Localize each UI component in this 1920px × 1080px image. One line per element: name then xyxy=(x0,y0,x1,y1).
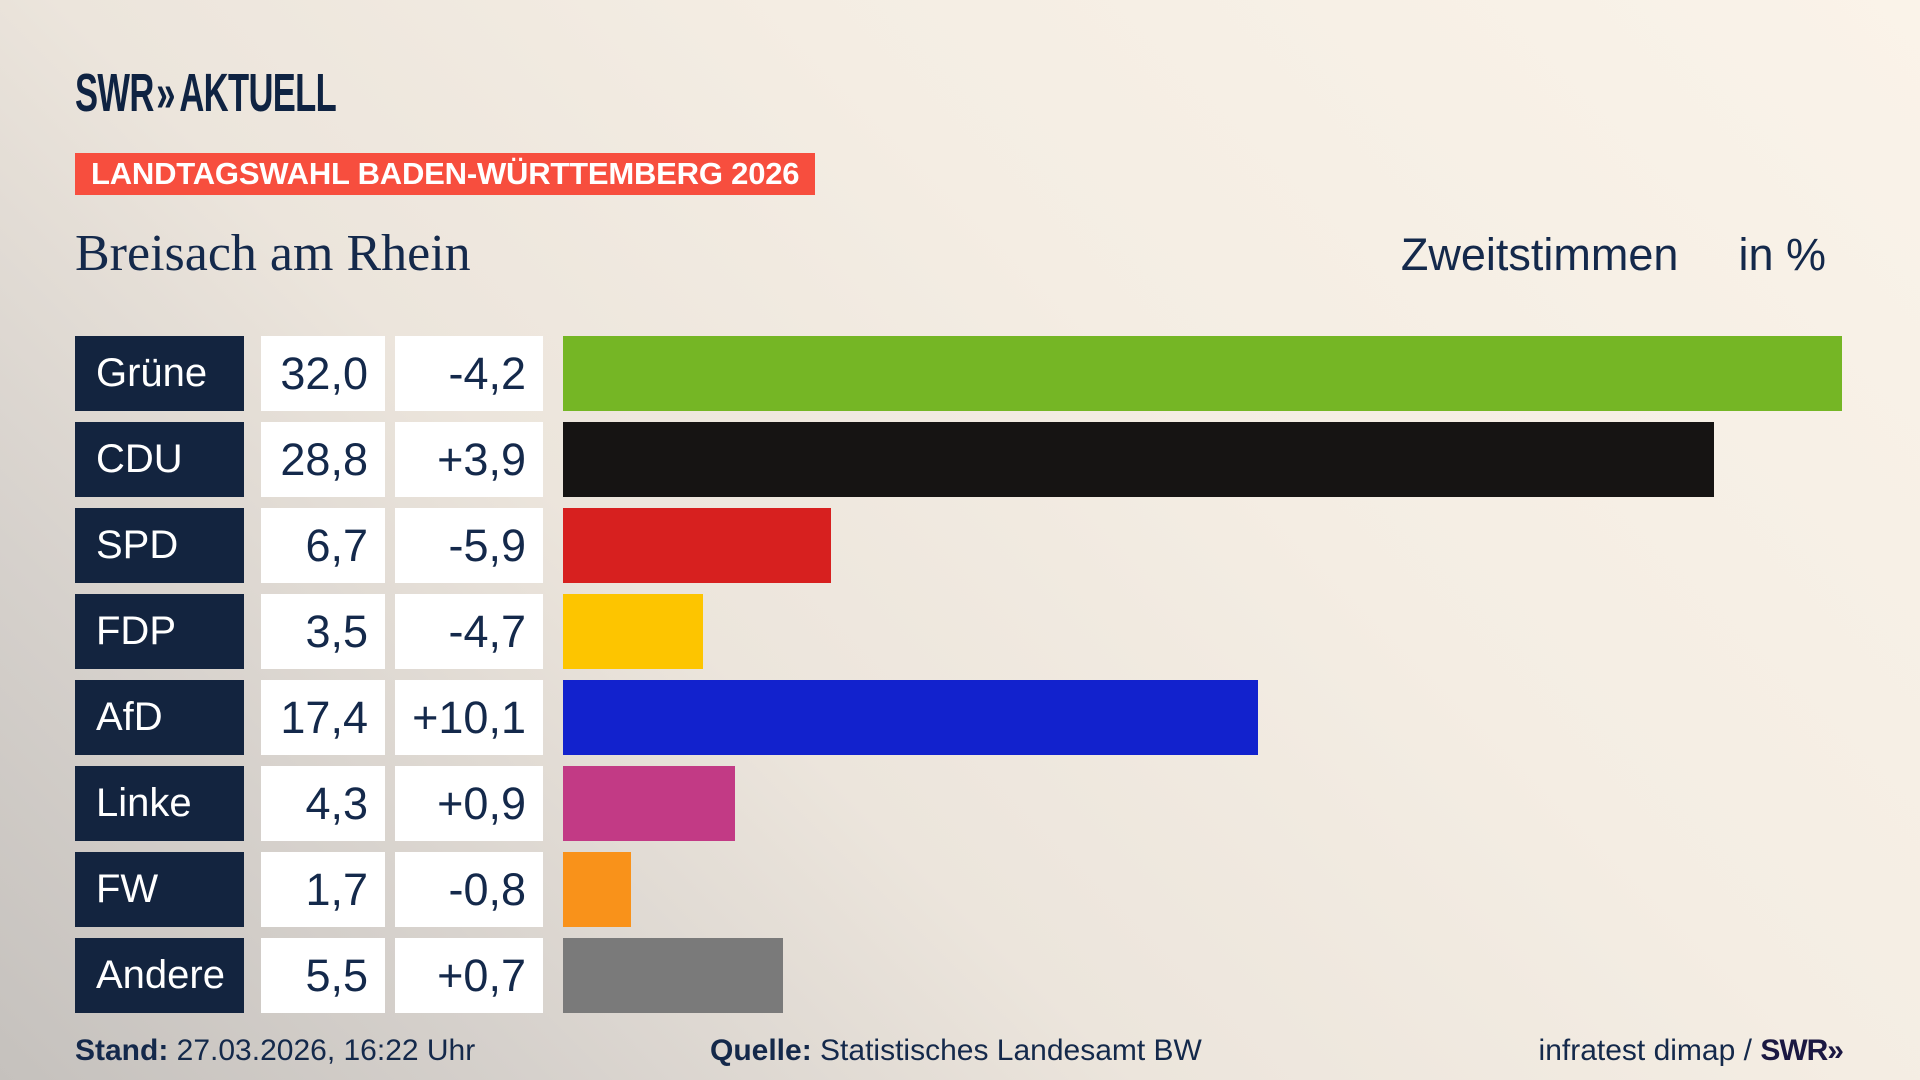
bar-track xyxy=(563,852,1842,927)
party-label-box: SPD xyxy=(75,508,244,583)
party-value: 28,8 xyxy=(261,422,385,497)
party-change: +3,9 xyxy=(395,422,543,497)
swr-logo-text: SWR xyxy=(75,63,154,123)
party-bar xyxy=(563,852,631,927)
party-value: 1,7 xyxy=(261,852,385,927)
party-value: 6,7 xyxy=(261,508,385,583)
party-change: +10,1 xyxy=(395,680,543,755)
party-label: Andere xyxy=(96,953,225,997)
credit-text: infratest dimap / xyxy=(1538,1034,1752,1067)
party-label: SPD xyxy=(96,523,179,567)
party-bar xyxy=(563,938,783,1013)
party-label: Linke xyxy=(96,781,192,825)
party-bar xyxy=(563,680,1259,755)
measure-label: Zweitstimmen xyxy=(1400,229,1679,280)
footer-credit: infratest dimap / SWR» xyxy=(1538,1034,1844,1068)
party-change: -5,9 xyxy=(395,508,543,583)
party-change: -4,7 xyxy=(395,594,543,669)
source-value: Statistisches Landesamt BW xyxy=(820,1034,1202,1067)
party-row: CDU 28,8 +3,9 xyxy=(75,422,1842,497)
party-value: 4,3 xyxy=(261,766,385,841)
party-bar xyxy=(563,766,735,841)
party-row: FDP 3,5 -4,7 xyxy=(75,594,1842,669)
party-row: AfD 17,4 +10,1 xyxy=(75,680,1842,755)
double-chevron-icon: » xyxy=(156,63,175,123)
party-bar xyxy=(563,422,1715,497)
party-label: CDU xyxy=(96,437,183,481)
bar-track xyxy=(563,938,1842,1013)
party-change: +0,7 xyxy=(395,938,543,1013)
party-label-box: AfD xyxy=(75,680,244,755)
party-label-box: Andere xyxy=(75,938,244,1013)
bar-track xyxy=(563,766,1842,841)
party-bar xyxy=(563,508,831,583)
party-value: 3,5 xyxy=(261,594,385,669)
election-banner: LANDTAGSWAHL BADEN-WÜRTTEMBERG 2026 xyxy=(75,153,816,195)
party-label-box: Grüne xyxy=(75,336,244,411)
party-row: FW 1,7 -0,8 xyxy=(75,852,1842,927)
party-change: -0,8 xyxy=(395,852,543,927)
unit-label: in % xyxy=(1738,229,1826,280)
party-row: Andere 5,5 +0,7 xyxy=(75,938,1842,1013)
party-value: 32,0 xyxy=(261,336,385,411)
title-row: Breisach am Rhein Zweitstimmen in % xyxy=(75,224,1826,283)
party-label-box: CDU xyxy=(75,422,244,497)
party-value: 17,4 xyxy=(261,680,385,755)
credit-swr-logo: SWR» xyxy=(1760,1034,1844,1067)
party-change: +0,9 xyxy=(395,766,543,841)
footer-stand: Stand: 27.03.2026, 16:22 Uhr xyxy=(75,1034,475,1068)
party-row: Linke 4,3 +0,9 xyxy=(75,766,1842,841)
party-bar xyxy=(563,594,703,669)
aktuell-logo-text: AKTUELL xyxy=(179,63,337,123)
party-bar xyxy=(563,336,1842,411)
bar-track xyxy=(563,422,1842,497)
rows: Grüne 32,0 -4,2 CDU 28,8 +3,9 SPD 6,7 -5… xyxy=(75,336,1842,1013)
party-label: FW xyxy=(96,867,159,911)
bar-track xyxy=(563,508,1842,583)
party-value: 5,5 xyxy=(261,938,385,1013)
bar-track xyxy=(563,680,1842,755)
bar-track xyxy=(563,336,1842,411)
party-label-box: Linke xyxy=(75,766,244,841)
measure-header: Zweitstimmen in % xyxy=(1401,229,1826,281)
municipality-title: Breisach am Rhein xyxy=(75,225,471,282)
swr-aktuell-logo: SWR» AKTUELL xyxy=(75,62,337,124)
party-row: Grüne 32,0 -4,2 xyxy=(75,336,1842,411)
party-label-box: FDP xyxy=(75,594,244,669)
party-change: -4,2 xyxy=(395,336,543,411)
footer-source: Quelle: Statistisches Landesamt BW xyxy=(710,1034,1202,1068)
stand-label: Stand: xyxy=(75,1034,169,1067)
party-label-box: FW xyxy=(75,852,244,927)
party-label: FDP xyxy=(96,609,176,653)
party-row: SPD 6,7 -5,9 xyxy=(75,508,1842,583)
source-label: Quelle: xyxy=(710,1034,812,1067)
party-label: Grüne xyxy=(96,351,208,395)
bar-track xyxy=(563,594,1842,669)
party-label: AfD xyxy=(96,695,163,739)
stand-value: 27.03.2026, 16:22 Uhr xyxy=(176,1034,476,1067)
